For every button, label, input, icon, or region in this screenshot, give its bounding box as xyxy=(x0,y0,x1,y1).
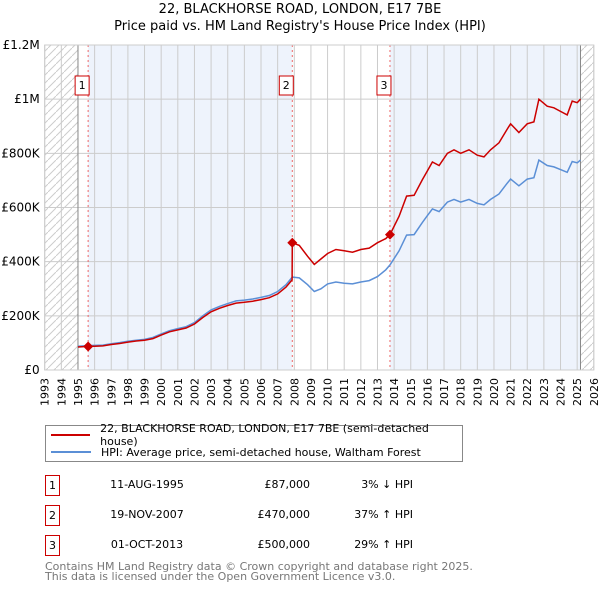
x-tick-label: 2009 xyxy=(305,378,318,406)
x-tick-label: 2021 xyxy=(505,378,518,406)
x-tick-label: 2005 xyxy=(238,378,251,406)
x-tick-label: 2008 xyxy=(288,378,301,406)
sale-label-box xyxy=(376,75,392,96)
y-tick-label: £800K xyxy=(1,146,41,160)
chart-title: 22, BLACKHORSE ROAD, LONDON, E17 7BE xyxy=(158,2,442,17)
x-tick-label: 2025 xyxy=(571,378,584,406)
x-tick-label: 2022 xyxy=(521,378,534,406)
y-tick-label: £1.2M xyxy=(3,38,40,52)
sale-row: 1 11-AUG-1995 £87,000 3% ↓ HPI xyxy=(45,475,465,496)
x-tick-label: 2019 xyxy=(471,378,484,406)
sale-row: 2 19-NOV-2007 £470,000 37% ↑ HPI xyxy=(45,505,465,526)
x-tick-label: 2006 xyxy=(255,378,268,406)
hpi-line xyxy=(77,158,581,347)
x-tick-label: 2007 xyxy=(272,378,285,406)
property-price-line xyxy=(77,97,582,348)
x-tick-label: 1997 xyxy=(105,378,118,406)
plot-border xyxy=(44,44,595,371)
x-tick-label: 2016 xyxy=(421,378,434,406)
x-tick-label: 2018 xyxy=(455,378,468,406)
x-tick-label: 2000 xyxy=(155,378,168,406)
sale-label-box xyxy=(74,75,90,96)
x-tick-label: 2014 xyxy=(388,378,401,406)
x-tick-label: 1995 xyxy=(72,378,85,406)
x-tick-label: 1996 xyxy=(89,378,102,406)
property-line-swatch xyxy=(51,434,91,436)
sale-price: £87,000 xyxy=(264,478,311,491)
sale-hpi-diff: 3% ↓ HPI xyxy=(361,478,413,491)
sale-point xyxy=(83,341,94,352)
sale-row: 3 01-OCT-2013 £500,000 29% ↑ HPI xyxy=(45,535,465,556)
sale-price: £470,000 xyxy=(257,508,311,521)
y-tick-label: £1M xyxy=(14,92,40,106)
sale-date: 11-AUG-1995 xyxy=(110,478,184,491)
sale-label-box xyxy=(278,75,294,96)
footer-copyright: Contains HM Land Registry data © Crown c… xyxy=(45,560,473,573)
footer-licence: This data is licensed under the Open Gov… xyxy=(45,570,396,583)
x-tick-label: 2001 xyxy=(172,378,185,406)
y-tick-label: £600K xyxy=(1,201,41,215)
legend-item-hpi: HPI: Average price, semi-detached house,… xyxy=(51,444,421,460)
legend-item-property: 22, BLACKHORSE ROAD, LONDON, E17 7BE (se… xyxy=(51,422,462,448)
y-tick-label: £0 xyxy=(24,363,39,377)
sale-date: 19-NOV-2007 xyxy=(110,508,184,521)
legend: 22, BLACKHORSE ROAD, LONDON, E17 7BE (se… xyxy=(45,422,463,462)
y-tick-label: £200K xyxy=(1,309,41,323)
hpi-line-swatch xyxy=(51,451,91,453)
x-tick-label: 2023 xyxy=(538,378,551,406)
x-tick-label: 2002 xyxy=(188,378,201,406)
sale-number: 3 xyxy=(45,535,60,556)
price-chart: 1993 1994 1995 1996 1997 1998 1999 2000 2001 2002… xyxy=(1,38,600,406)
chart-subtitle: Price paid vs. HM Land Registry's House … xyxy=(114,19,486,34)
x-tick-label: 1998 xyxy=(122,378,135,406)
x-tick-label: 2011 xyxy=(338,378,351,406)
sale-price: £500,000 xyxy=(257,538,311,551)
sale-label: 3 xyxy=(380,79,387,92)
legend-label-property: 22, BLACKHORSE ROAD, LONDON, E17 7BE (se… xyxy=(100,422,429,448)
sale-hpi-diff: 37% ↑ HPI xyxy=(354,508,413,521)
sale-number: 2 xyxy=(45,505,60,526)
x-tick-label: 2004 xyxy=(222,378,235,406)
x-tick-label: 1993 xyxy=(39,378,52,406)
sale-date: 01-OCT-2013 xyxy=(110,538,184,551)
sale-point xyxy=(384,229,395,240)
sale-hpi-diff: 29% ↑ HPI xyxy=(354,538,413,551)
sale-point xyxy=(287,237,298,248)
sale-number: 1 xyxy=(45,475,60,496)
x-tick-label: 1994 xyxy=(55,378,68,406)
x-tick-label: 2013 xyxy=(371,378,384,406)
x-tick-label: 2015 xyxy=(405,378,418,406)
legend-label-hpi: HPI: Average price, semi-detached house,… xyxy=(101,445,421,459)
sale-label: 2 xyxy=(283,79,290,92)
sale-label: 1 xyxy=(79,79,86,92)
x-tick-label: 2012 xyxy=(355,378,368,406)
y-tick-label: £400K xyxy=(1,255,41,269)
x-tick-label: 2020 xyxy=(488,378,501,406)
x-tick-label: 2024 xyxy=(555,378,568,406)
x-tick-label: 2003 xyxy=(205,378,218,406)
x-tick-label: 2010 xyxy=(322,378,335,406)
x-tick-label: 1999 xyxy=(139,378,152,406)
x-tick-label: 2026 xyxy=(588,378,600,406)
x-tick-label: 2017 xyxy=(438,378,451,406)
